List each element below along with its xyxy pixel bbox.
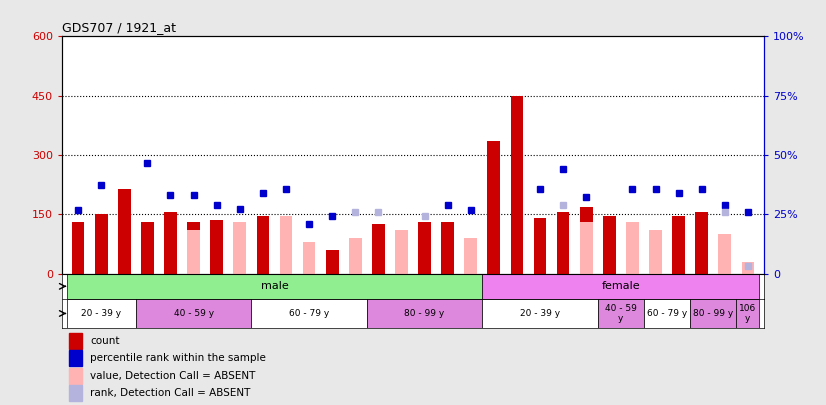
Text: 60 - 79 y: 60 - 79 y bbox=[289, 309, 330, 318]
Text: 20 - 39 y: 20 - 39 y bbox=[81, 309, 121, 318]
Text: 40 - 59
y: 40 - 59 y bbox=[605, 304, 637, 323]
Bar bbox=[302, 242, 316, 274]
Bar bbox=[118, 189, 131, 274]
Bar bbox=[135, 299, 251, 328]
Bar bbox=[482, 274, 759, 299]
Bar bbox=[251, 299, 367, 328]
Text: value, Detection Call = ABSENT: value, Detection Call = ABSENT bbox=[90, 371, 255, 381]
Bar bbox=[325, 250, 339, 274]
Bar bbox=[280, 216, 292, 274]
Text: percentile rank within the sample: percentile rank within the sample bbox=[90, 353, 266, 363]
Bar bbox=[580, 207, 592, 274]
Bar bbox=[695, 213, 708, 274]
Bar bbox=[580, 222, 592, 274]
Bar bbox=[534, 218, 546, 274]
Bar bbox=[598, 299, 644, 328]
Bar bbox=[464, 238, 477, 274]
Bar bbox=[69, 385, 82, 401]
Bar bbox=[257, 216, 269, 274]
Bar bbox=[691, 299, 736, 328]
Bar bbox=[188, 222, 200, 274]
Bar bbox=[510, 96, 524, 274]
Bar bbox=[164, 213, 177, 274]
Text: 80 - 99 y: 80 - 99 y bbox=[693, 309, 733, 318]
Bar bbox=[395, 246, 408, 274]
Bar bbox=[349, 238, 362, 274]
Text: 106
y: 106 y bbox=[739, 304, 757, 323]
Bar bbox=[719, 246, 731, 274]
Bar bbox=[736, 299, 759, 328]
Bar bbox=[418, 222, 431, 274]
Bar bbox=[95, 215, 107, 274]
Bar bbox=[72, 222, 84, 274]
Bar bbox=[644, 299, 691, 328]
Bar bbox=[69, 350, 82, 367]
Text: count: count bbox=[90, 336, 120, 346]
Text: rank, Detection Call = ABSENT: rank, Detection Call = ABSENT bbox=[90, 388, 250, 399]
Text: male: male bbox=[260, 281, 288, 291]
Bar bbox=[742, 262, 754, 274]
Bar bbox=[395, 230, 408, 274]
Bar bbox=[372, 224, 385, 274]
Bar bbox=[464, 246, 477, 274]
Bar bbox=[482, 299, 598, 328]
Bar bbox=[234, 222, 246, 274]
Bar bbox=[69, 333, 82, 349]
Bar bbox=[69, 368, 82, 384]
Bar bbox=[188, 230, 200, 274]
Bar bbox=[141, 222, 154, 274]
Bar bbox=[367, 299, 482, 328]
Bar bbox=[672, 216, 685, 274]
Bar bbox=[557, 213, 569, 274]
Text: GDS707 / 1921_at: GDS707 / 1921_at bbox=[62, 21, 176, 34]
Bar bbox=[67, 299, 135, 328]
Text: female: female bbox=[601, 281, 640, 291]
Text: 20 - 39 y: 20 - 39 y bbox=[520, 309, 560, 318]
Bar bbox=[441, 222, 454, 274]
Bar bbox=[626, 244, 638, 274]
Bar bbox=[649, 248, 662, 274]
Bar bbox=[211, 220, 223, 274]
Bar bbox=[603, 216, 615, 274]
Bar bbox=[487, 141, 501, 274]
Bar bbox=[626, 222, 638, 274]
Text: 40 - 59 y: 40 - 59 y bbox=[173, 309, 214, 318]
Bar bbox=[719, 234, 731, 274]
Text: 80 - 99 y: 80 - 99 y bbox=[405, 309, 444, 318]
Text: 60 - 79 y: 60 - 79 y bbox=[647, 309, 687, 318]
Bar bbox=[649, 230, 662, 274]
Bar bbox=[349, 248, 362, 274]
Bar bbox=[67, 274, 482, 299]
